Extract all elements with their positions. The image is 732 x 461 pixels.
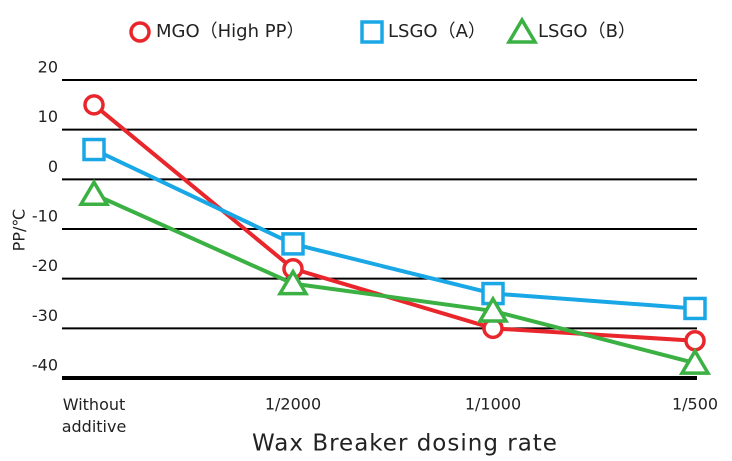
x-axis-title: Wax Breaker dosing rate: [252, 431, 558, 457]
y-tick-label: -30: [32, 306, 58, 325]
data-point: [684, 330, 706, 352]
legend-label: LSGO（A）: [388, 21, 486, 42]
y-tick-label: -10: [32, 207, 58, 226]
y-axis-title: PP/℃: [10, 209, 29, 252]
series-line: [93, 192, 696, 366]
legend-marker: [505, 16, 539, 44]
legend-label: MGO（High PP）: [156, 21, 304, 42]
legend-marker: [360, 20, 384, 44]
data-point: [281, 232, 305, 256]
legend-marker: [129, 21, 151, 43]
data-point: [77, 178, 111, 206]
series-line: [92, 103, 696, 343]
y-tick-label: 10: [38, 107, 58, 126]
legend-label: LSGO（B）: [538, 21, 636, 42]
data-point: [276, 268, 310, 296]
x-tick-label: 1/1000: [465, 395, 521, 414]
y-tick-label: -40: [32, 356, 58, 375]
y-tick-label: 0: [48, 157, 58, 176]
data-point: [476, 295, 510, 323]
data-point: [678, 347, 712, 375]
x-tick-label: Without additive: [62, 395, 127, 436]
series-line: [93, 147, 696, 311]
y-tick-label: -20: [32, 256, 58, 275]
data-point: [83, 94, 105, 116]
data-point: [683, 296, 707, 321]
x-tick-label: 1/500: [672, 395, 718, 414]
data-point: [82, 137, 106, 162]
x-tick-label: 1/2000: [265, 395, 321, 414]
y-tick-label: 20: [38, 58, 58, 77]
